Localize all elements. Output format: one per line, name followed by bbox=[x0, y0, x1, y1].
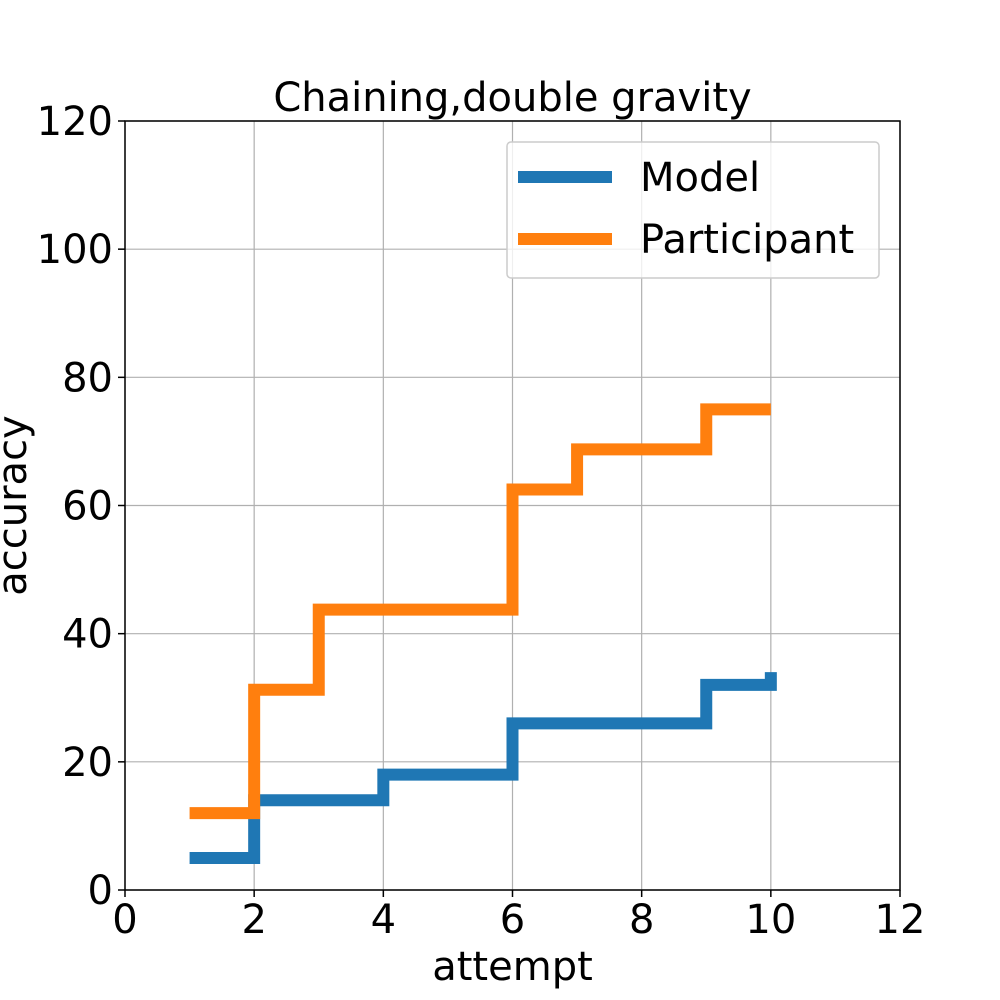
y-tick-label: 120 bbox=[37, 99, 113, 145]
y-axis-label: accuracy bbox=[0, 415, 36, 595]
chart-title: Chaining,double gravity bbox=[273, 75, 751, 121]
series-layer bbox=[189, 403, 777, 864]
x-tick-label: 2 bbox=[241, 897, 266, 943]
y-tick-label: 100 bbox=[37, 227, 113, 273]
legend-label-participant: Participant bbox=[640, 217, 854, 263]
x-tick-label: 0 bbox=[112, 897, 137, 943]
series-line-participant bbox=[189, 403, 771, 820]
y-tick-label: 20 bbox=[62, 740, 113, 786]
x-tick-label: 10 bbox=[745, 897, 796, 943]
x-tick-label: 6 bbox=[500, 897, 525, 943]
y-tick-label: 0 bbox=[88, 868, 113, 914]
y-tick-label: 60 bbox=[62, 484, 113, 530]
x-axis-label: attempt bbox=[432, 944, 593, 990]
x-tick-label: 8 bbox=[629, 897, 654, 943]
series-line-model bbox=[189, 672, 777, 864]
y-tick-label: 40 bbox=[62, 612, 113, 658]
legend-items: Model Participant bbox=[518, 155, 854, 263]
legend: Model Participant bbox=[506, 141, 880, 279]
legend-label-model: Model bbox=[640, 155, 760, 201]
y-tick-label: 80 bbox=[62, 355, 113, 401]
x-tick-label: 4 bbox=[371, 897, 396, 943]
x-tick-label: 12 bbox=[875, 897, 926, 943]
